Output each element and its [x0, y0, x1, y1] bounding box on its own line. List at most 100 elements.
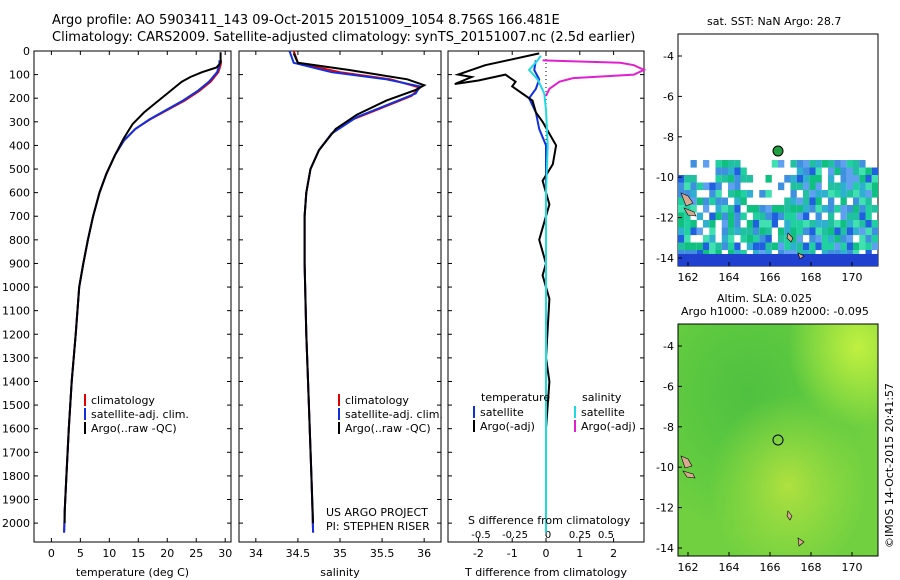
sst-cell	[853, 182, 860, 191]
sst-cell	[865, 227, 872, 236]
map-x-tick-label: 166	[760, 271, 781, 284]
sst-cell	[734, 227, 741, 236]
sla-map: -4 -6 -8 -10 -12 -14 162 164 166 168 170	[656, 323, 879, 574]
sst-cell	[853, 227, 860, 236]
salinity-legend: climatology satellite-adj. clim. Argo(..…	[326, 394, 443, 533]
sst-cell	[815, 175, 822, 183]
sst-cell	[834, 227, 841, 236]
sst-cell	[846, 242, 854, 251]
sst-cell	[859, 242, 866, 251]
island-shapes	[680, 192, 805, 260]
project-annotation: US ARGO PROJECT	[326, 506, 428, 519]
map-x-tick-label: 162	[678, 561, 699, 574]
temperature-panel: 0100200300400500600700800900100011001200…	[2, 45, 232, 579]
x-tick-label: 0	[543, 547, 550, 560]
sst-cell	[753, 220, 760, 228]
sst-cell	[734, 197, 741, 206]
sst-cell	[728, 212, 735, 221]
sst-cell	[796, 197, 804, 206]
map-x-tick-label: 170	[842, 271, 863, 284]
sst-cell	[871, 242, 879, 251]
sst-cell	[815, 212, 822, 221]
map-x-tick-label: 166	[760, 561, 781, 574]
sst-cell	[846, 160, 854, 168]
island-shapes	[680, 455, 805, 547]
sst-cell	[809, 167, 816, 176]
sst-cell	[778, 227, 785, 236]
sst-cell	[815, 167, 822, 176]
sst-cell	[721, 167, 729, 176]
sst-cell	[703, 250, 710, 258]
sst-cell	[746, 235, 754, 243]
sst-cell	[865, 212, 872, 221]
sst-cell	[853, 175, 860, 183]
sst-cell	[859, 190, 866, 198]
sst-cell	[828, 235, 835, 243]
y-tick-label: 1500	[2, 399, 30, 412]
sst-cell	[715, 212, 722, 221]
sst-cell	[846, 205, 854, 213]
sst-cell	[809, 160, 816, 168]
sst-cell	[871, 175, 879, 183]
sst-cell	[821, 242, 829, 251]
sst-cell	[765, 220, 772, 228]
legend-label: satellite	[480, 406, 524, 419]
sst-cell	[746, 205, 754, 213]
sst-cell	[865, 250, 872, 258]
sst-cell	[678, 182, 685, 191]
sst-cell	[846, 235, 854, 243]
imos-watermark: ©IMOS 14-Oct-2015 20:41:57	[883, 382, 896, 548]
sst-cell	[865, 197, 872, 206]
sst-cell	[846, 227, 854, 236]
sst-cell	[703, 205, 710, 213]
sst-cell	[859, 227, 866, 236]
sst-cell	[815, 235, 822, 243]
y-tick-label: 700	[9, 210, 30, 223]
sst-cell	[740, 250, 747, 258]
profile-title: Argo profile: AO 5903411_143 09-Oct-2015…	[52, 13, 560, 28]
sst-cell	[828, 160, 835, 168]
sst-cell	[715, 197, 722, 206]
legend-label: satellite-adj. clim.	[91, 408, 189, 421]
sst-cell	[865, 175, 872, 183]
sst-cell	[815, 190, 822, 198]
sst-cell	[784, 212, 791, 221]
sst-cell	[840, 190, 847, 198]
island	[797, 537, 805, 547]
y-tick-label: 200	[9, 92, 30, 105]
sst-cell	[840, 205, 847, 213]
sst-cell	[790, 197, 797, 206]
sst-cell	[784, 220, 791, 228]
sst-cell	[846, 212, 854, 221]
sst-cell	[771, 242, 779, 251]
sst-cell	[678, 235, 685, 243]
sst-cell	[721, 220, 729, 228]
sst-cell	[865, 205, 872, 213]
sst-cell	[846, 175, 854, 183]
map-x-tick-label: 164	[719, 271, 740, 284]
sst-cell	[840, 182, 847, 191]
sst-cell	[715, 190, 722, 198]
difference-legend: temperature salinity satellite Argo(-adj…	[468, 391, 636, 527]
sst-cell	[821, 227, 829, 236]
island	[680, 455, 693, 469]
map-y-tick-label: -8	[663, 421, 674, 434]
sst-cell	[746, 242, 754, 251]
x-tick-label: 15	[131, 547, 145, 560]
map-x-tick-label: 162	[678, 271, 699, 284]
sst-cell	[678, 220, 685, 228]
legend-label: Argo(-adj)	[581, 420, 636, 433]
sst-cell	[778, 160, 785, 168]
climatology-title: Climatology: CARS2009. Satellite-adjuste…	[52, 30, 636, 45]
legend-header-salinity: salinity	[582, 391, 622, 404]
sst-cell	[840, 212, 847, 221]
sst-cell	[690, 160, 697, 168]
y-tick-label: 2000	[2, 517, 30, 530]
island	[682, 470, 696, 479]
sst-cell	[740, 197, 747, 206]
sst-cell	[771, 220, 779, 228]
sst-cell	[834, 160, 841, 168]
sst-cell	[828, 205, 835, 213]
sst-cell	[803, 212, 810, 221]
map-y-tick-label: -8	[663, 131, 674, 144]
